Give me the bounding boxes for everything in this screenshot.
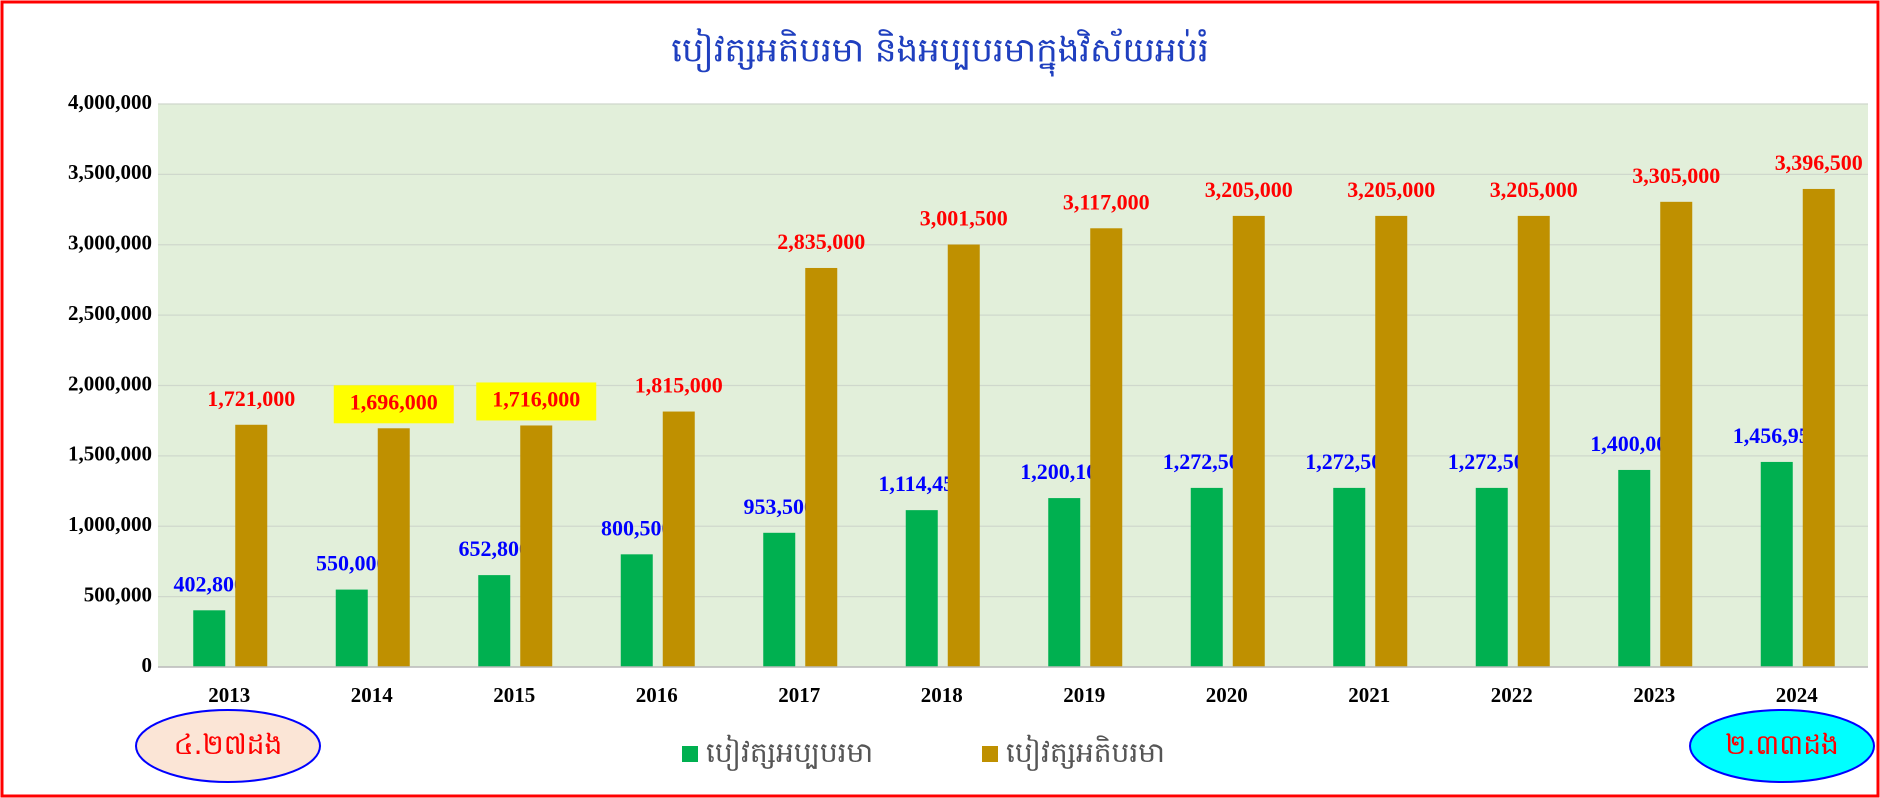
bar: [1333, 487, 1366, 667]
bar: [377, 428, 410, 667]
y-tick-label: 1,500,000: [68, 442, 152, 466]
data-label: 953,500: [744, 494, 816, 519]
bar: [763, 532, 796, 667]
data-label: 3,117,000: [1063, 189, 1150, 214]
bar: [1760, 461, 1793, 667]
data-label: 1,716,000: [492, 387, 580, 412]
legend-label: បៀវត្សអតិបរមា: [1006, 734, 1165, 771]
bar: [1375, 215, 1408, 668]
bar: [662, 411, 695, 667]
x-tick-label: 2020: [1206, 683, 1248, 707]
annotation: ៤.២៧ដង: [174, 728, 282, 761]
annotation-oval: [1689, 709, 1875, 783]
x-tick-label: 2013: [208, 683, 250, 707]
bar: [335, 589, 368, 667]
y-tick-label: 2,500,000: [68, 301, 152, 325]
y-tick-label: 500,000: [84, 582, 152, 606]
x-tick-label: 2024: [1776, 683, 1819, 707]
y-tick-label: 3,000,000: [68, 231, 152, 255]
x-tick-label: 2021: [1348, 683, 1390, 707]
data-label: 3,205,000: [1347, 177, 1435, 202]
data-label: 1,696,000: [350, 389, 438, 414]
data-label: 3,205,000: [1205, 177, 1293, 202]
data-label: 2,835,000: [777, 229, 865, 254]
bar: [1048, 498, 1081, 667]
chart-title: បៀវត្សអតិបរមា និងអប្បបរមាក្នុងវិស័យអប់រំ: [671, 28, 1209, 77]
label-highlight: [476, 382, 597, 421]
x-tick-label: 2017: [778, 683, 820, 707]
data-label: 1,721,000: [207, 386, 295, 411]
bar: [1660, 201, 1693, 668]
bar: [193, 610, 226, 667]
data-label: 550,000: [316, 551, 388, 576]
bar: [1090, 228, 1123, 667]
data-label: 1,815,000: [635, 373, 723, 398]
data-label: 3,396,500: [1775, 150, 1863, 175]
bar: [478, 575, 511, 667]
data-label: 652,800: [459, 536, 531, 561]
bar: [1618, 469, 1651, 667]
y-tick-label: 0: [142, 653, 153, 677]
bar: [905, 510, 938, 667]
bar: [947, 244, 980, 667]
annotation-oval: [135, 709, 321, 783]
bar: [620, 554, 653, 667]
bar: [1190, 487, 1223, 667]
bar: [520, 425, 553, 667]
bar: [1475, 487, 1508, 667]
y-tick-label: 4,000,000: [68, 90, 152, 114]
y-tick-label: 3,500,000: [68, 160, 152, 184]
annotation: ២.៣៣ដង: [1725, 728, 1839, 761]
legend-swatch: [682, 746, 698, 762]
label-highlight: [333, 385, 454, 424]
x-tick-label: 2014: [351, 683, 394, 707]
bar: [1232, 215, 1265, 668]
x-tick-label: 2016: [636, 683, 678, 707]
data-label: 3,205,000: [1490, 177, 1578, 202]
bar: [235, 424, 268, 667]
bar: [1517, 215, 1550, 668]
bar: [1802, 188, 1835, 667]
data-label: 3,305,000: [1632, 163, 1720, 188]
data-label: 402,800: [174, 571, 246, 596]
legend-swatch: [982, 746, 998, 762]
x-tick-label: 2022: [1491, 683, 1533, 707]
x-tick-label: 2019: [1063, 683, 1105, 707]
x-tick-label: 2015: [493, 683, 535, 707]
legend-label: បៀវត្សអប្បបរមា: [706, 734, 873, 771]
data-label: 800,500: [601, 515, 673, 540]
x-tick-label: 2018: [921, 683, 963, 707]
y-tick-label: 2,000,000: [68, 371, 152, 395]
data-label: 3,001,500: [920, 206, 1008, 231]
bar: [805, 267, 838, 667]
y-tick-label: 1,000,000: [68, 512, 152, 536]
x-tick-label: 2023: [1633, 683, 1675, 707]
